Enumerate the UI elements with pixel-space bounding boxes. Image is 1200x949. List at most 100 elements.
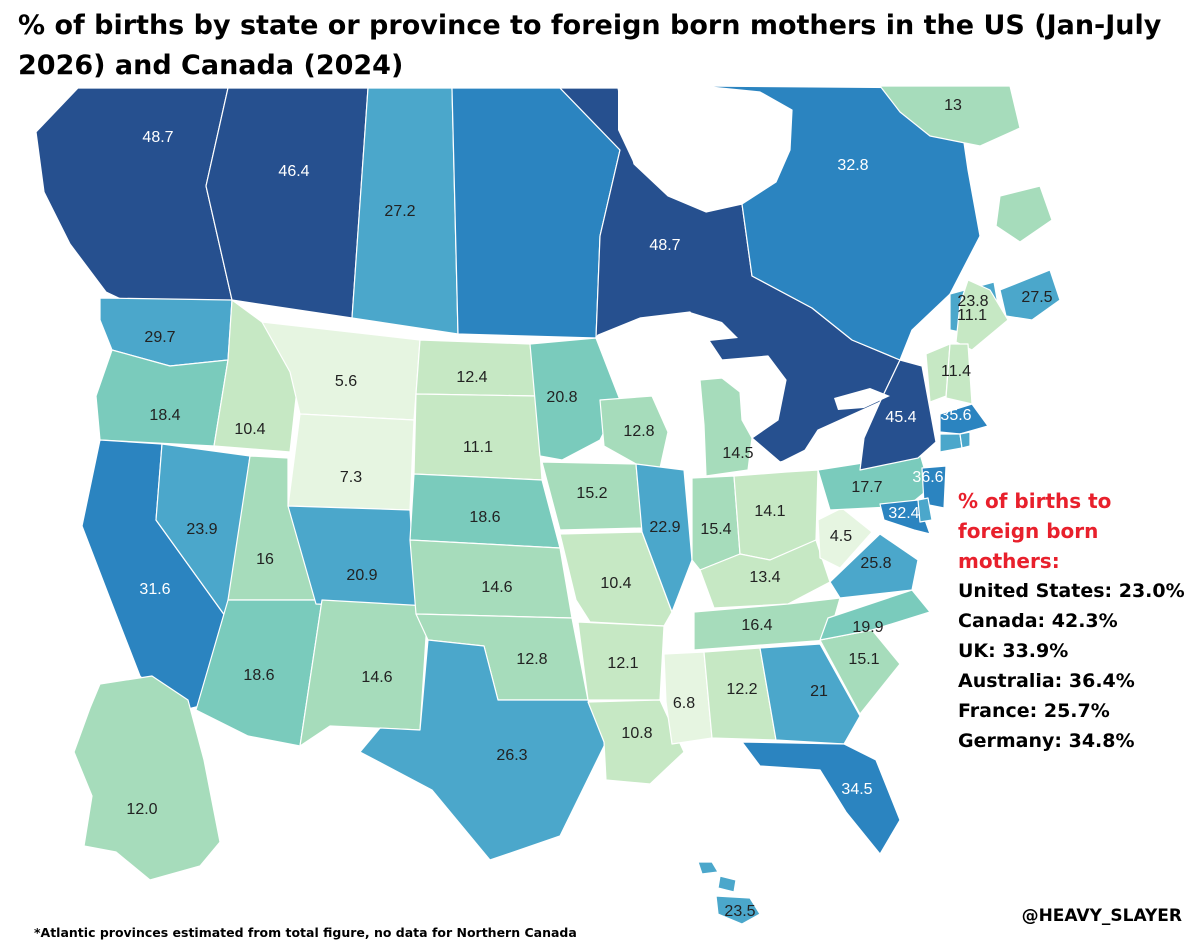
value-label-idaho: 10.4 xyxy=(234,421,265,438)
lake-erie xyxy=(780,428,864,472)
region-texas xyxy=(359,639,607,861)
value-label-new-york: 45.4 xyxy=(885,409,916,426)
legend-item: France: 25.7% xyxy=(958,700,1110,722)
value-label-indiana: 15.4 xyxy=(700,521,731,538)
region-illinois xyxy=(635,463,693,613)
legend-item: United States: 23.0% xyxy=(958,580,1185,602)
region-alaska xyxy=(73,675,221,881)
value-label-maryland: 32.4 xyxy=(888,505,919,522)
value-label-texas: 26.3 xyxy=(496,747,527,764)
value-label-alberta: 46.4 xyxy=(278,163,309,180)
lake-ontario xyxy=(834,388,890,410)
value-label-colorado: 20.9 xyxy=(346,567,377,584)
region-north-dakota xyxy=(415,339,537,397)
value-label-maine: 11.1 xyxy=(957,307,987,324)
region-alberta xyxy=(205,87,369,319)
region-oregon xyxy=(95,349,229,447)
value-label-nevada: 23.9 xyxy=(186,521,217,538)
value-label-montana: 5.6 xyxy=(335,373,357,390)
legend-item: UK: 33.9% xyxy=(958,640,1069,662)
value-label-alabama: 12.2 xyxy=(726,681,757,698)
region-maryland xyxy=(879,499,931,535)
legend-title: % of births to foreign born mothers: xyxy=(958,489,1112,573)
region-maine xyxy=(955,279,1009,351)
hudson-bay xyxy=(618,86,792,212)
value-label-ontario: 48.7 xyxy=(649,237,680,254)
region-hawaii xyxy=(697,861,761,925)
author-credit: @HEAVY_SLAYER xyxy=(1021,906,1182,926)
value-label-kansas: 14.6 xyxy=(481,579,512,596)
value-label-iowa: 15.2 xyxy=(576,485,607,502)
value-labels: 48.7 46.4 27.2 48.7 32.8 13 23.8 27.5 29.7 18.4 31… xyxy=(126,97,1052,920)
value-label-missouri: 10.4 xyxy=(600,575,631,592)
region-manitoba xyxy=(451,87,621,339)
region-south-dakota xyxy=(413,393,543,481)
region-connecticut xyxy=(939,433,963,453)
region-new-hampshire xyxy=(945,343,973,405)
value-label-arizona: 18.6 xyxy=(243,667,274,684)
value-label-new-mexico: 14.6 xyxy=(361,669,392,686)
legend-item: Germany: 34.8% xyxy=(958,730,1135,752)
value-label-kentucky: 13.4 xyxy=(749,569,780,586)
value-label-louisiana: 10.8 xyxy=(621,725,652,742)
legend-item: Australia: 36.4% xyxy=(958,670,1135,692)
value-label-illinois: 22.9 xyxy=(649,519,680,536)
value-label-wyoming: 7.3 xyxy=(340,469,362,486)
value-label-tennessee: 16.4 xyxy=(741,617,772,634)
lake-superior xyxy=(598,312,738,350)
region-british-columbia xyxy=(35,87,233,309)
value-label-minnesota: 20.8 xyxy=(546,389,577,406)
region-mississippi xyxy=(663,651,713,745)
region-new-mexico xyxy=(299,599,429,747)
region-virginia xyxy=(829,533,919,599)
region-florida xyxy=(741,741,901,855)
national-averages-legend: % of births to foreign born mothers: Uni… xyxy=(958,486,1198,756)
lake-michigan xyxy=(668,362,704,468)
value-label-alaska: 12.0 xyxy=(126,801,157,818)
great-lakes xyxy=(598,86,890,472)
value-label-hawaii: 23.5 xyxy=(724,903,755,920)
value-label-ohio: 14.1 xyxy=(754,503,785,520)
value-label-nova-scotia: 27.5 xyxy=(1021,289,1052,306)
value-label-quebec: 32.8 xyxy=(837,157,868,174)
value-label-oklahoma: 12.8 xyxy=(516,651,547,668)
value-label-massachusetts: 35.6 xyxy=(940,407,971,424)
value-label-virginia: 25.8 xyxy=(860,555,891,572)
value-label-north-dakota: 12.4 xyxy=(456,369,487,386)
footnote: *Atlantic provinces estimated from total… xyxy=(34,925,577,940)
region-nova-scotia xyxy=(999,269,1061,321)
regions-layer xyxy=(35,85,1061,925)
value-label-british-columbia: 48.7 xyxy=(142,129,173,146)
value-label-california: 31.6 xyxy=(139,581,170,598)
value-label-south-dakota: 11.1 xyxy=(463,439,493,456)
value-label-florida: 34.5 xyxy=(841,781,872,798)
value-label-georgia: 21 xyxy=(810,683,828,700)
value-label-new-jersey: 36.6 xyxy=(912,469,943,486)
region-louisiana xyxy=(587,699,685,785)
region-georgia xyxy=(759,643,861,745)
value-label-south-carolina: 15.1 xyxy=(848,651,879,668)
region-delaware xyxy=(917,497,933,523)
region-rhode-island xyxy=(959,431,971,449)
region-newfoundland-and-labrador xyxy=(879,85,1053,243)
value-label-newfoundland-and-labrador: 13 xyxy=(944,97,962,114)
value-label-oregon: 18.4 xyxy=(149,407,180,424)
value-label-arkansas: 12.1 xyxy=(607,655,638,672)
region-massachusetts xyxy=(939,403,989,435)
value-label-saskatchewan: 27.2 xyxy=(384,203,415,220)
region-kentucky xyxy=(699,539,831,609)
value-label-wisconsin: 12.8 xyxy=(623,423,654,440)
legend-item: Canada: 42.3% xyxy=(958,610,1118,632)
map-title: % of births by state or province to fore… xyxy=(18,10,1162,81)
value-label-nebraska: 18.6 xyxy=(469,509,500,526)
value-label-west-virginia: 4.5 xyxy=(830,528,852,545)
region-north-carolina xyxy=(819,589,931,641)
value-label-mississippi: 6.8 xyxy=(673,695,695,712)
value-label-utah: 16 xyxy=(256,551,274,568)
value-label-new-hampshire: 11.4 xyxy=(941,363,971,380)
region-wyoming xyxy=(287,413,415,511)
value-label-north-carolina: 19.9 xyxy=(852,619,883,636)
lake-huron xyxy=(722,356,786,438)
